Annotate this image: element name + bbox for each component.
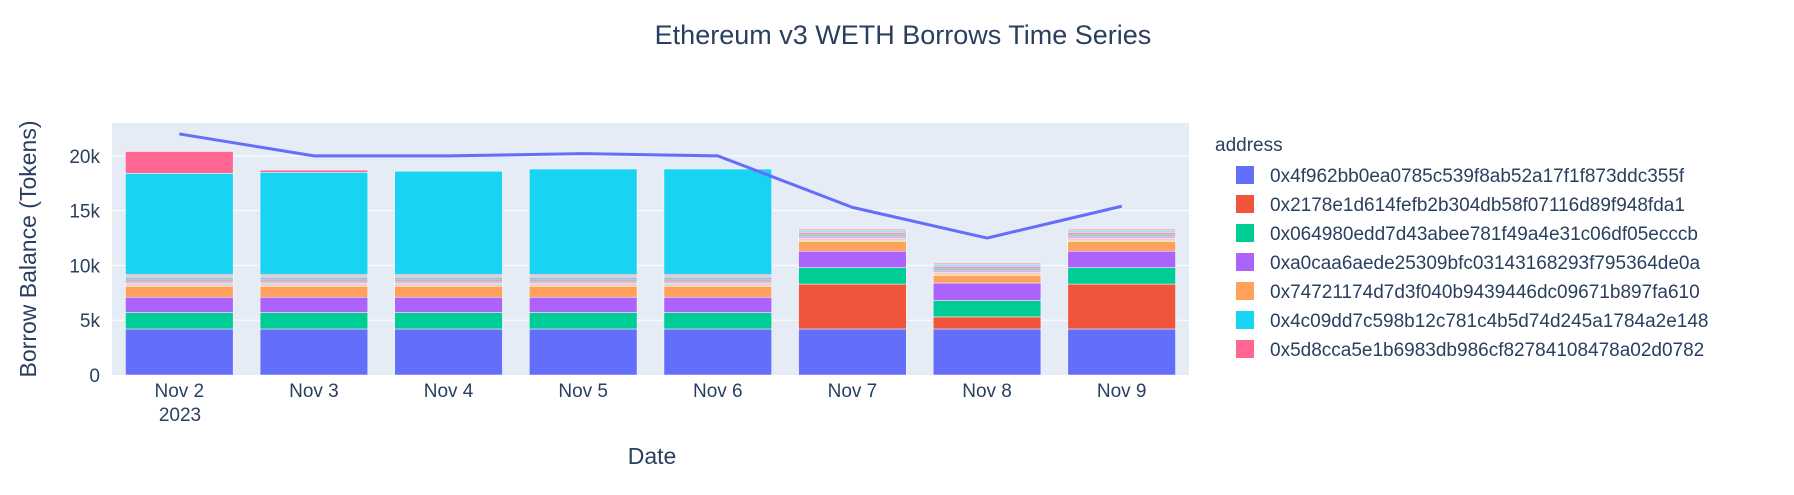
bar-segment-series-3 bbox=[1067, 267, 1176, 285]
legend-label: 0x064980edd7d43abee781f49a4e31c06df05ecc… bbox=[1270, 224, 1698, 245]
legend-label: 0x4f962bb0ea0785c539f8ab52a17f1f873ddc35… bbox=[1270, 166, 1685, 187]
legend-swatch bbox=[1236, 166, 1254, 184]
total-line bbox=[179, 132, 1123, 240]
bar-segment-series-7 bbox=[259, 169, 369, 173]
legend-swatch bbox=[1236, 253, 1254, 271]
bar-segment-series-6 bbox=[125, 173, 234, 275]
legend-label: 0x2178e1d614fefb2b304db58f07116d89f948fd… bbox=[1270, 195, 1685, 216]
bar-segment-series-5 bbox=[798, 241, 907, 252]
bar-segment-series-5 bbox=[394, 286, 503, 298]
bar-segment-series-6 bbox=[259, 172, 369, 275]
bar-segment-series-2 bbox=[1067, 283, 1176, 330]
bar-segment-series-4 bbox=[394, 296, 503, 313]
legend: 0x4f962bb0ea0785c539f8ab52a17f1f873ddc35… bbox=[1236, 166, 1708, 361]
bar-segment-series-6 bbox=[663, 168, 772, 275]
y-tick-label: 10k bbox=[69, 256, 100, 277]
bar-segment-series-4 bbox=[125, 296, 234, 313]
bar-segment-minor bbox=[1067, 229, 1176, 231]
x-axis-ticks: Nov 2 Nov 3 Nov 4 Nov 5 Nov 6 Nov 7 Nov 8 Nov 9 bbox=[154, 381, 1146, 402]
bar-segment-series-2 bbox=[798, 283, 907, 330]
bar-segment-minor bbox=[932, 262, 1042, 265]
bar-segment-series-5 bbox=[932, 275, 1042, 284]
bar-segment-series-1 bbox=[125, 328, 234, 376]
bar-segment-series-4 bbox=[932, 282, 1042, 301]
bar-segment-series-4 bbox=[798, 250, 907, 268]
bar-segment-series-1 bbox=[798, 328, 907, 376]
bar-segment-series-1 bbox=[394, 328, 503, 376]
bar-segment-series-6 bbox=[529, 168, 638, 275]
legend-swatch bbox=[1236, 195, 1254, 213]
bar-segment-series-3 bbox=[932, 300, 1042, 318]
bar-segment-series-4 bbox=[663, 296, 772, 313]
bar-segment-series-3 bbox=[394, 312, 503, 330]
legend-swatch bbox=[1236, 311, 1254, 329]
x-tick-label: Nov 8 bbox=[962, 381, 1012, 402]
total-line-group bbox=[179, 132, 1123, 240]
y-tick-label: 20k bbox=[69, 147, 100, 168]
x-tick-label: Nov 5 bbox=[558, 381, 608, 402]
bar-segment-series-7 bbox=[125, 151, 234, 174]
bar-segment-series-1 bbox=[1067, 328, 1176, 376]
bar-segment-series-1 bbox=[529, 328, 638, 376]
bar-segment-series-5 bbox=[529, 286, 638, 298]
bar-segment-series-2 bbox=[932, 316, 1042, 330]
bar-segment-series-3 bbox=[798, 267, 907, 285]
x-year-label: 2023 bbox=[159, 405, 201, 426]
bar-segment-series-4 bbox=[529, 296, 638, 313]
bar-segment-series-5 bbox=[125, 286, 234, 298]
bar-segment-series-3 bbox=[125, 312, 234, 330]
bar-segment-series-3 bbox=[663, 312, 772, 330]
x-tick-label: Nov 3 bbox=[289, 381, 339, 402]
y-tick-label: 15k bbox=[69, 202, 100, 223]
legend-label: 0x5d8cca5e1b6983db986cf82784108478a02d07… bbox=[1270, 340, 1704, 361]
bar-segment-series-4 bbox=[259, 296, 369, 313]
bar-segment-series-1 bbox=[259, 328, 369, 376]
bar-segment-series-1 bbox=[932, 328, 1042, 376]
bars bbox=[125, 151, 1176, 376]
bar-segment-series-1 bbox=[663, 328, 772, 376]
legend-swatch bbox=[1236, 282, 1254, 300]
legend-swatch bbox=[1236, 340, 1254, 358]
x-tick-label: Nov 4 bbox=[424, 381, 474, 402]
bar-segment-series-5 bbox=[259, 286, 369, 298]
bar-segment-series-3 bbox=[529, 312, 638, 330]
bar-segment-series-5 bbox=[663, 286, 772, 298]
x-tick-label: Nov 2 bbox=[154, 381, 204, 402]
y-axis-ticks: 0 5k 10k 15k 20k bbox=[69, 147, 100, 387]
legend-label: 0x4c09dd7c598b12c781c4b5d74d245a1784a2e1… bbox=[1270, 311, 1708, 332]
bar-segment-series-6 bbox=[394, 170, 503, 275]
legend-title: address bbox=[1215, 135, 1283, 156]
bar-segment-series-4 bbox=[1067, 250, 1176, 268]
bar-segment-minor bbox=[798, 229, 907, 231]
legend-label: 0xa0caa6aede25309bfc03143168293f795364de… bbox=[1270, 253, 1700, 274]
y-tick-label: 5k bbox=[80, 311, 101, 332]
y-tick-label: 0 bbox=[89, 366, 100, 387]
x-tick-label: Nov 7 bbox=[828, 381, 878, 402]
bar-segment-series-5 bbox=[1067, 241, 1176, 252]
x-tick-label: Nov 9 bbox=[1097, 381, 1147, 402]
legend-label: 0x74721174d7d3f040b9439446dc09671b897fa6… bbox=[1270, 282, 1700, 303]
legend-swatch bbox=[1236, 224, 1254, 242]
chart-title: Ethereum v3 WETH Borrows Time Series bbox=[655, 20, 1152, 50]
x-tick-label: Nov 6 bbox=[693, 381, 743, 402]
bar-segment-series-3 bbox=[259, 312, 369, 330]
y-axis-title: Borrow Balance (Tokens) bbox=[15, 121, 41, 378]
x-axis-title: Date bbox=[628, 443, 677, 469]
